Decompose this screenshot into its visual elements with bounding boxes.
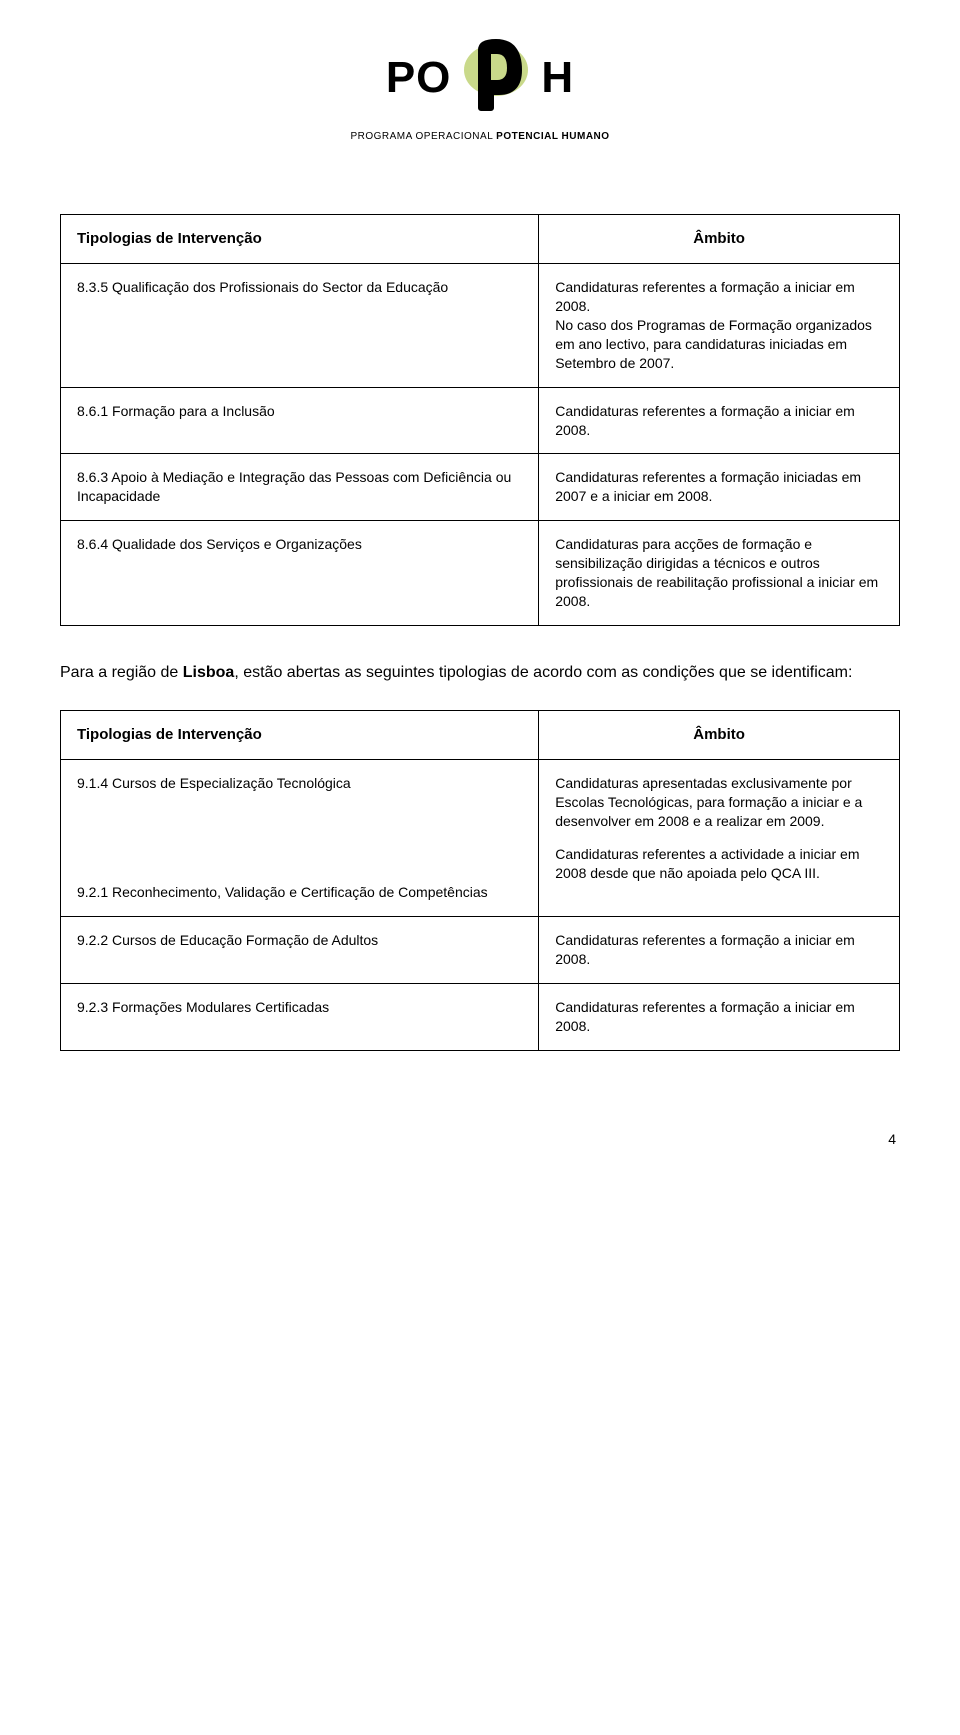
cell-left: 8.6.3 Apoio à Mediação e Integração das … — [61, 454, 539, 521]
table-b: Tipologias de Intervenção Âmbito 9.1.4 C… — [60, 710, 900, 1051]
cell-left: 9.2.2 Cursos de Educação Formação de Adu… — [61, 917, 539, 984]
cell-left: 9.1.4 Cursos de Especialização Tecnológi… — [61, 760, 539, 917]
cell-right: Candidaturas referentes a formação a ini… — [539, 387, 900, 454]
table-b-header-right: Âmbito — [539, 711, 900, 760]
cell-right: Candidaturas apresentadas exclusivamente… — [539, 760, 900, 917]
logo-subtitle: PROGRAMA OPERACIONAL POTENCIAL HUMANO — [350, 131, 609, 142]
intro-bold: Lisboa — [183, 664, 235, 681]
table-b-header-row: Tipologias de Intervenção Âmbito — [61, 711, 900, 760]
logo-icon — [451, 30, 541, 125]
cell-left-item-1: 9.1.4 Cursos de Especialização Tecnológi… — [77, 774, 522, 793]
table-a-header-left: Tipologias de Intervenção — [61, 215, 539, 264]
logo-block: PO H PROGRAMA OPERACIONAL POTENCIAL HUMA… — [60, 30, 900, 144]
table-b-header-left: Tipologias de Intervenção — [61, 711, 539, 760]
table-a-header-right: Âmbito — [539, 215, 900, 264]
cell-right: Candidaturas referentes a formação a ini… — [539, 917, 900, 984]
cell-right: Candidaturas referentes a formação a ini… — [539, 984, 900, 1051]
logo-main: PO H — [350, 30, 609, 125]
page-number: 4 — [60, 1131, 900, 1147]
table-a-header-row: Tipologias de Intervenção Âmbito — [61, 215, 900, 264]
table-row: 8.6.1 Formação para a Inclusão Candidatu… — [61, 387, 900, 454]
table-row: 9.2.3 Formações Modulares Certificadas C… — [61, 984, 900, 1051]
logo-text-left: PO — [386, 53, 452, 103]
intro-paragraph: Para a região de Lisboa, estão abertas a… — [60, 662, 900, 684]
cell-right-item-1: Candidaturas apresentadas exclusivamente… — [555, 774, 883, 831]
cell-left: 8.6.4 Qualidade dos Serviços e Organizaç… — [61, 521, 539, 626]
cell-left: 8.3.5 Qualificação dos Profissionais do … — [61, 264, 539, 387]
table-a: Tipologias de Intervenção Âmbito 8.3.5 Q… — [60, 214, 900, 626]
table-row: 9.2.2 Cursos de Educação Formação de Adu… — [61, 917, 900, 984]
table-row: 9.1.4 Cursos de Especialização Tecnológi… — [61, 760, 900, 917]
table-row: 8.6.3 Apoio à Mediação e Integração das … — [61, 454, 900, 521]
cell-right-item-2: Candidaturas referentes a actividade a i… — [555, 845, 883, 883]
cell-left: 8.6.1 Formação para a Inclusão — [61, 387, 539, 454]
intro-post: , estão abertas as seguintes tipologias … — [234, 664, 852, 681]
cell-right: Candidaturas para acções de formação e s… — [539, 521, 900, 626]
cell-left-item-2: 9.2.1 Reconhecimento, Validação e Certif… — [77, 883, 522, 902]
logo-text-right: H — [541, 53, 574, 103]
cell-right: Candidaturas referentes a formação inici… — [539, 454, 900, 521]
cell-right: Candidaturas referentes a formação a ini… — [539, 264, 900, 387]
intro-pre: Para a região de — [60, 664, 183, 681]
cell-left: 9.2.3 Formações Modulares Certificadas — [61, 984, 539, 1051]
table-row: 8.3.5 Qualificação dos Profissionais do … — [61, 264, 900, 387]
table-row: 8.6.4 Qualidade dos Serviços e Organizaç… — [61, 521, 900, 626]
